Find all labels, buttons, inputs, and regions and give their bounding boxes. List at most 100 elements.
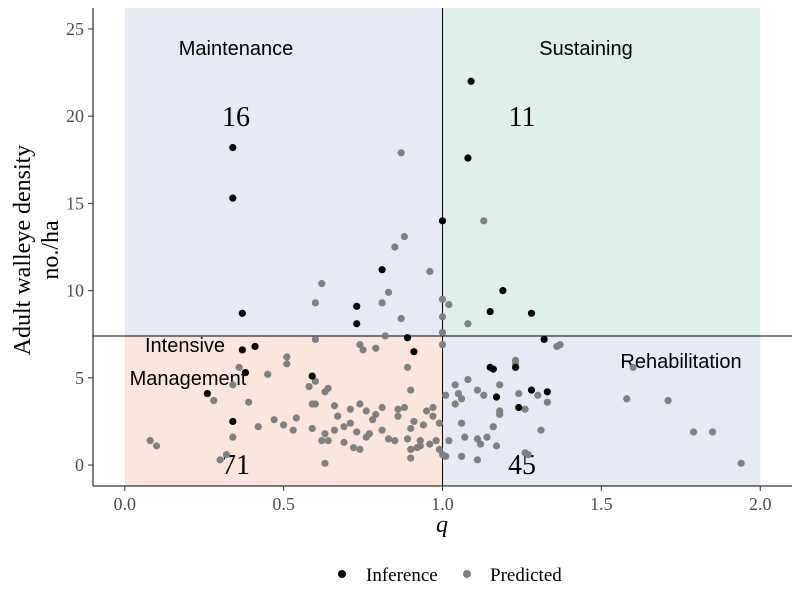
predicted-point	[543, 398, 551, 406]
inference-point	[353, 302, 361, 310]
y-axis-ticks: 0 5 10 15 20 25	[66, 19, 93, 475]
y-tick-label: 5	[75, 368, 84, 388]
predicted-point	[451, 400, 459, 408]
inference-point	[229, 194, 237, 202]
quadrant-regions	[124, 8, 761, 486]
predicted-point	[496, 381, 504, 389]
predicted-point	[330, 426, 339, 434]
predicted-point	[473, 435, 482, 443]
y-tick-label: 20	[66, 106, 84, 126]
predicted-point	[629, 363, 637, 371]
predicted-point	[451, 381, 459, 389]
predicted-point	[410, 417, 418, 426]
y-tick-label: 25	[66, 19, 84, 39]
predicted-point	[308, 424, 316, 433]
predicted-point	[305, 382, 313, 391]
inference-point	[229, 417, 237, 426]
legend-inference-label: Inference	[366, 565, 438, 586]
inference-point	[203, 389, 211, 398]
predicted-point	[496, 410, 504, 419]
predicted-point	[438, 341, 447, 349]
predicted-point	[419, 421, 428, 429]
predicted-point	[318, 437, 326, 445]
predicted-point	[515, 389, 523, 398]
predicted-point	[457, 452, 466, 460]
predicted-point	[254, 423, 262, 431]
predicted-point	[426, 267, 434, 276]
predicted-point	[372, 410, 380, 419]
inference-point	[464, 154, 472, 162]
predicted-point	[534, 391, 542, 399]
inference-point	[353, 320, 361, 328]
predicted-point	[435, 419, 443, 427]
predicted-point	[435, 445, 443, 453]
predicted-point	[429, 403, 437, 412]
predicted-point	[384, 288, 393, 296]
predicted-point	[473, 386, 482, 394]
predicted-point	[492, 442, 501, 450]
predicted-point	[229, 433, 237, 441]
predicted-point	[210, 396, 218, 405]
predicted-point	[270, 416, 278, 424]
inference-point	[467, 77, 475, 85]
predicted-point	[349, 444, 358, 452]
predicted-point	[222, 450, 231, 459]
predicted-point	[407, 386, 415, 394]
predicted-point	[477, 440, 485, 448]
predicted-point	[403, 363, 412, 371]
y-tick-label: 10	[66, 281, 84, 301]
inference-point	[492, 393, 501, 401]
count-maintenance: 16	[222, 102, 250, 133]
count-sustaining: 11	[509, 102, 536, 133]
predicted-point	[372, 344, 380, 352]
predicted-point	[403, 435, 412, 443]
predicted-point	[146, 437, 154, 445]
predicted-point	[235, 363, 243, 371]
inference-point	[527, 309, 536, 317]
predicted-point	[292, 414, 300, 422]
inference-point	[410, 348, 418, 356]
predicted-point	[394, 412, 402, 420]
predicted-point	[407, 424, 415, 433]
predicted-point	[737, 459, 745, 467]
region-label-sustaining: Sustaining	[539, 38, 632, 60]
region-labels: Maintenance Sustaining Intensive Managem…	[130, 38, 742, 390]
legend-predicted-label: Predicted	[490, 565, 562, 586]
predicted-point	[438, 328, 447, 337]
predicted-point	[359, 346, 367, 354]
x-axis-ticks: 0.0 0.5 1.0 1.5 2.0	[114, 486, 771, 514]
predicted-point	[556, 341, 564, 349]
region-label-intensive-line2: Management	[130, 368, 247, 390]
region-intensive-management	[124, 335, 443, 486]
predicted-point	[397, 314, 405, 323]
predicted-point	[689, 428, 698, 436]
inference-point	[241, 369, 250, 377]
legend-predicted-marker	[463, 570, 471, 578]
predicted-point	[454, 389, 462, 398]
predicted-point	[378, 299, 386, 307]
predicted-point	[384, 435, 393, 443]
predicted-point	[340, 438, 348, 446]
inference-point	[403, 334, 412, 342]
x-tick-label: 0.5	[272, 494, 295, 514]
predicted-point	[378, 403, 386, 412]
predicted-point	[245, 398, 253, 406]
y-axis-label-line1: Adult walleye density	[10, 145, 36, 356]
inference-point	[438, 217, 447, 225]
region-rehabilitation	[442, 335, 761, 486]
predicted-point	[438, 313, 447, 321]
region-label-maintenance: Maintenance	[179, 38, 294, 60]
predicted-point	[457, 395, 466, 403]
predicted-point	[394, 405, 402, 413]
predicted-point	[346, 419, 354, 427]
predicted-point	[283, 353, 291, 361]
predicted-point	[216, 456, 224, 464]
x-axis-label: q	[436, 512, 448, 538]
predicted-point	[442, 452, 450, 460]
x-tick-label: 1.0	[431, 494, 454, 514]
inference-point	[238, 309, 246, 317]
predicted-point	[324, 437, 332, 445]
inference-point	[229, 143, 237, 152]
quadrant-counts: 16 11 71 45	[222, 102, 536, 481]
